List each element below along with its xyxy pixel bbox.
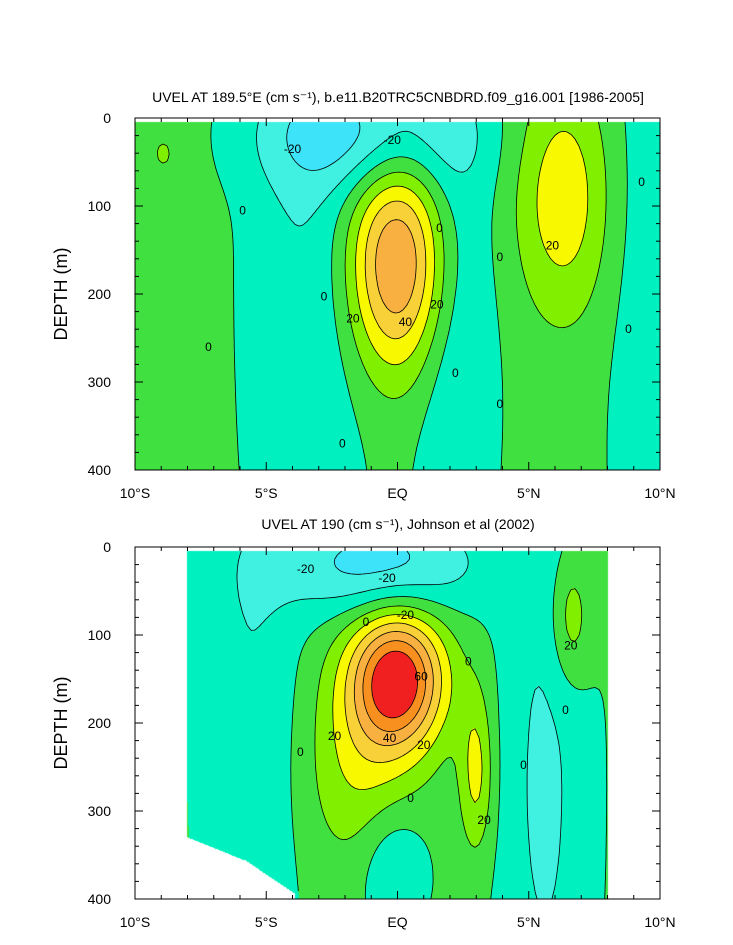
y-tick-label: 300 <box>88 803 112 819</box>
contour-label: 0 <box>638 175 645 189</box>
contour-line-10 <box>314 588 583 848</box>
x-tick-label: 5°N <box>517 485 541 501</box>
contour-label: 0 <box>205 340 212 354</box>
x-tick-label: 10°N <box>644 914 675 930</box>
observation-panel-title: UVEL AT 190 (cm s⁻¹), Johnson et al (200… <box>261 516 534 532</box>
x-tick-label: 5°S <box>255 914 278 930</box>
contour-label: 20 <box>430 298 444 312</box>
contour-line-10 <box>157 121 607 399</box>
contour-label: 0 <box>497 250 504 264</box>
contour-line-50 <box>362 640 426 732</box>
x-tick-label: 5°N <box>517 914 541 930</box>
observation-y-axis-title: DEPTH (m) <box>51 677 71 770</box>
contour-line-0 <box>290 550 608 899</box>
observation-velocity-field <box>135 547 660 899</box>
y-tick-label: 400 <box>88 462 112 478</box>
contour-label: 20 <box>328 729 342 743</box>
contour-line-neg10 <box>256 121 478 227</box>
contour-label: -20 <box>378 571 396 585</box>
contour-label: 0 <box>363 615 370 629</box>
y-tick-label: 100 <box>88 627 112 643</box>
x-tick-label: EQ <box>387 485 407 501</box>
contour-label: 0 <box>239 203 246 217</box>
model-y-axis-title: DEPTH (m) <box>51 248 71 341</box>
x-tick-label: EQ <box>387 914 407 930</box>
contour-line-20 <box>355 130 589 366</box>
model-contour-lines <box>157 121 628 470</box>
contour-label: 0 <box>625 322 632 336</box>
contour-label: 0 <box>436 221 443 235</box>
contour-label: -20 <box>284 142 302 156</box>
contour-label: 0 <box>321 290 328 304</box>
y-tick-label: 200 <box>88 715 112 731</box>
model-panel-title: UVEL AT 189.5°E (cm s⁻¹), b.e11.B20TRC5C… <box>152 89 644 105</box>
observation-panel: UVEL AT 190 (cm s⁻¹), Johnson et al (200… <box>51 516 676 930</box>
y-tick-label: 300 <box>88 374 112 390</box>
contour-line-40 <box>375 219 417 314</box>
contour-label: 20 <box>346 312 360 326</box>
contour-label: 20 <box>564 639 578 653</box>
contour-label: 0 <box>562 703 569 717</box>
contour-line-30 <box>364 200 427 340</box>
contour-line-30 <box>344 622 442 763</box>
contour-label: 0 <box>339 437 346 451</box>
contour-line-0 <box>210 121 628 470</box>
x-tick-label: 10°N <box>644 485 675 501</box>
y-tick-label: 0 <box>103 110 111 126</box>
contour-label: 60 <box>414 669 428 683</box>
contour-label: 20 <box>477 813 491 827</box>
contour-line-20 <box>332 614 483 803</box>
y-tick-label: 0 <box>103 539 111 555</box>
contour-label: -20 <box>384 133 402 147</box>
contour-label: 40 <box>383 731 397 745</box>
model-velocity-field <box>135 118 660 470</box>
contour-label: -20 <box>397 608 415 622</box>
contour-label: 20 <box>546 239 560 253</box>
contour-label: 0 <box>465 654 472 668</box>
contour-line-neg20 <box>286 121 361 171</box>
contour-label: 0 <box>297 745 304 759</box>
y-tick-label: 400 <box>88 891 112 907</box>
model-panel: UVEL AT 189.5°E (cm s⁻¹), b.e11.B20TRC5C… <box>51 89 676 501</box>
x-tick-label: 10°S <box>120 914 151 930</box>
contour-line-neg10 <box>236 550 563 899</box>
y-tick-label: 100 <box>88 198 112 214</box>
contour-label: 0 <box>520 758 527 772</box>
observation-contour-lines <box>236 550 608 899</box>
contour-label: 40 <box>399 315 413 329</box>
contour-label: 20 <box>417 738 431 752</box>
contour-label: 0 <box>407 791 414 805</box>
contour-line-60 <box>371 650 418 719</box>
contour-label: 0 <box>497 397 504 411</box>
contour-label: 0 <box>452 366 459 380</box>
contour-line-40 <box>353 631 434 746</box>
x-tick-label: 10°S <box>120 485 151 501</box>
contour-line-neg20 <box>333 550 410 575</box>
observation-contour-labels: -20 -20 -20 0 0 0 0 0 0 20 20 20 20 40 60 <box>297 562 578 827</box>
model-contour-labels: -20 -20 0 0 0 0 0 0 0 0 0 0 20 20 20 40 <box>205 133 645 451</box>
y-tick-label: 200 <box>88 286 112 302</box>
x-tick-label: 5°S <box>255 485 278 501</box>
contour-label: -20 <box>297 562 315 576</box>
